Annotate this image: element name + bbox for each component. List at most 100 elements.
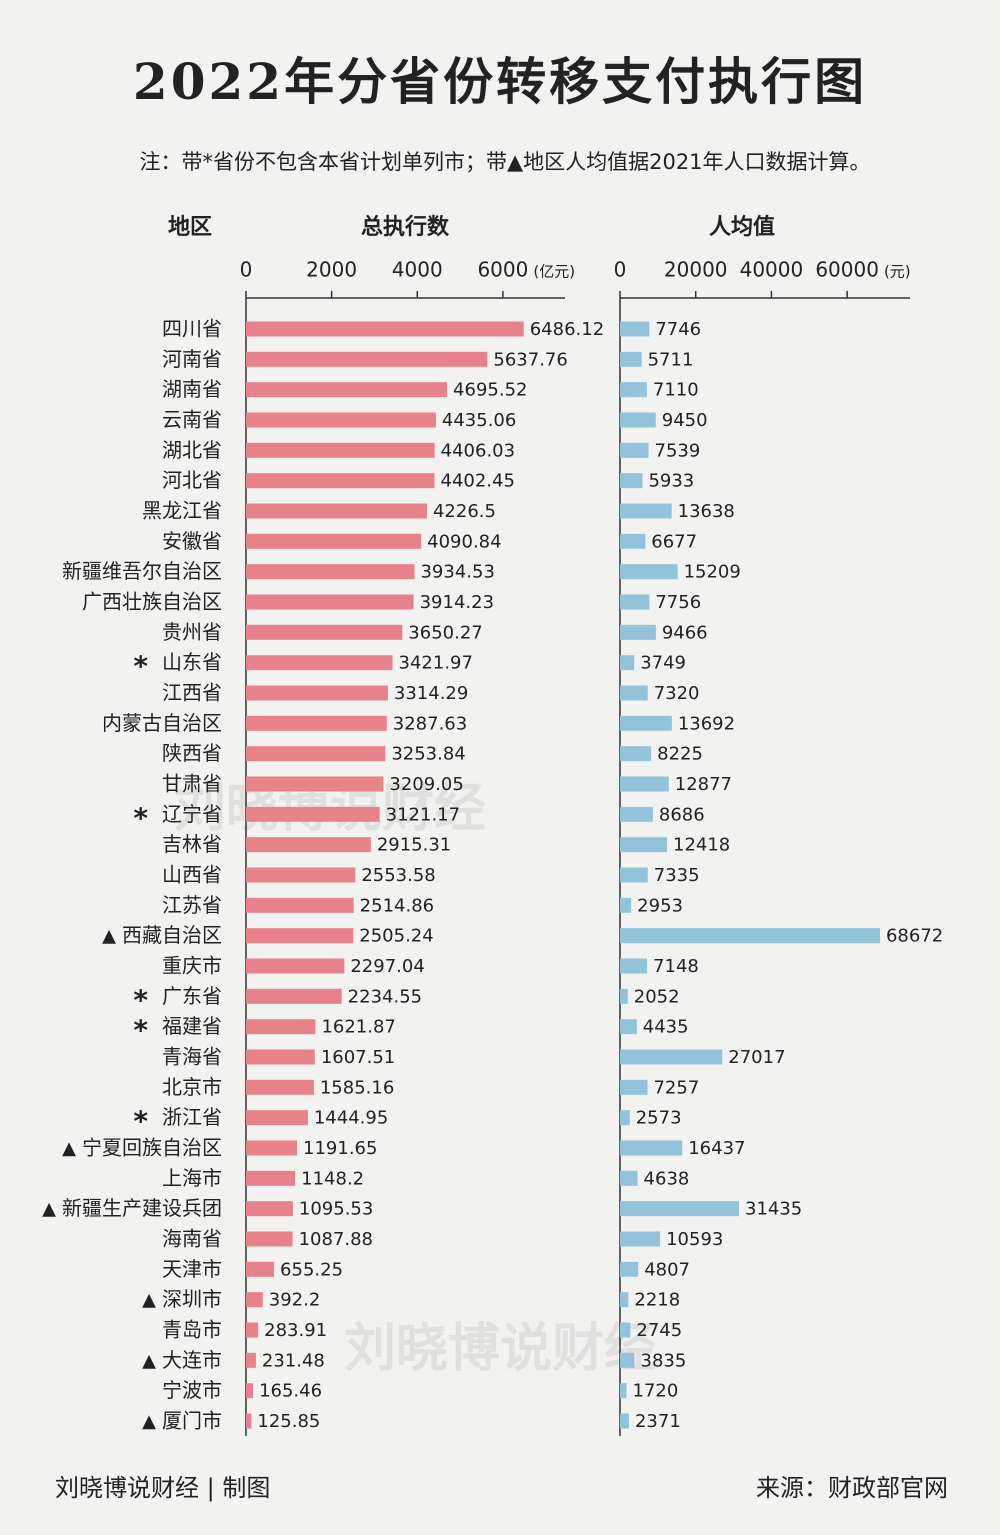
bar: [620, 1261, 639, 1277]
category-label: 宁夏回族自治区: [82, 1136, 222, 1160]
value-label: 1095.53: [299, 1199, 373, 1220]
bar: [246, 867, 356, 883]
value-label: 13638: [678, 501, 735, 522]
value-label: 4807: [644, 1259, 690, 1280]
bar: [620, 503, 672, 519]
value-label: 9450: [662, 410, 708, 431]
bar: [246, 1140, 298, 1156]
bar: [246, 503, 427, 519]
value-label: 2234.55: [348, 986, 422, 1007]
category-label: 新疆生产建设兵团: [62, 1196, 222, 1220]
category-label: 江西省: [162, 681, 222, 705]
category-label: 海南省: [162, 1227, 222, 1251]
bar: [246, 473, 435, 489]
x-tick-label: 40000: [740, 258, 804, 282]
category-label: 河北省: [162, 468, 222, 492]
value-label: 2514.86: [360, 895, 434, 916]
bar: [246, 321, 524, 337]
value-label: 10593: [666, 1229, 723, 1250]
bar: [620, 594, 650, 610]
bar: [246, 594, 414, 610]
category-label: 西藏自治区: [122, 923, 222, 947]
bar: [620, 928, 880, 944]
value-label: 15209: [684, 562, 741, 583]
bar: [620, 958, 648, 974]
bar: [246, 897, 354, 913]
category-header: 地区: [168, 215, 212, 240]
bar: [620, 988, 628, 1004]
bar: [246, 1049, 315, 1065]
bar: [246, 1110, 308, 1126]
category-marker: ▲: [142, 1290, 156, 1311]
category-marker: *: [133, 650, 148, 683]
panel-header: 人均值: [709, 214, 775, 240]
value-label: 392.2: [269, 1290, 321, 1311]
bar: [246, 624, 403, 640]
category-label: 云南省: [162, 408, 222, 432]
bar: [620, 776, 669, 792]
bar: [620, 867, 648, 883]
value-label: 3650.27: [408, 622, 482, 643]
bar: [246, 928, 354, 944]
category-label: 厦门市: [162, 1409, 222, 1433]
value-label: 4695.52: [453, 380, 527, 401]
category-label: 广东省: [162, 984, 222, 1008]
value-label: 31435: [745, 1199, 802, 1220]
bar: [246, 655, 393, 671]
value-label: 3421.97: [399, 653, 473, 674]
category-label: 北京市: [162, 1075, 222, 1099]
value-label: 7746: [655, 319, 701, 340]
bar: [620, 1413, 629, 1429]
value-label: 8225: [657, 744, 703, 765]
category-label: 新疆维吾尔自治区: [62, 559, 222, 583]
bar: [620, 321, 650, 337]
bar: [620, 442, 649, 458]
bar: [620, 624, 656, 640]
value-label: 3253.84: [391, 744, 465, 765]
value-label: 7320: [654, 683, 700, 704]
bar: [620, 1079, 648, 1095]
bar: [246, 806, 380, 822]
category-label: 贵州省: [162, 620, 222, 644]
category-label: 辽宁省: [162, 802, 222, 826]
value-label: 1148.2: [301, 1168, 364, 1189]
bar: [246, 442, 435, 458]
bar: [246, 837, 371, 853]
value-label: 6486.12: [530, 319, 604, 340]
value-label: 68672: [886, 926, 943, 947]
category-label: 重庆市: [162, 954, 222, 978]
value-label: 3835: [641, 1350, 687, 1371]
bar: [620, 1292, 629, 1308]
value-label: 12877: [675, 774, 732, 795]
value-label: 7110: [653, 380, 699, 401]
value-label: 3914.23: [420, 592, 494, 613]
category-label: 上海市: [162, 1166, 222, 1190]
bar: [620, 382, 647, 398]
value-label: 165.46: [259, 1381, 322, 1402]
value-label: 12418: [673, 835, 730, 856]
bar: [246, 685, 388, 701]
value-label: 7148: [653, 956, 699, 977]
bar: [620, 746, 652, 762]
value-label: 5711: [648, 349, 694, 370]
x-tick-label: 20000: [664, 258, 728, 282]
category-marker: ▲: [142, 1350, 156, 1371]
bar: [246, 1292, 263, 1308]
bar: [246, 351, 488, 367]
x-tick-label: 0: [614, 258, 627, 282]
bar: [620, 655, 635, 671]
category-label: 甘肃省: [162, 772, 222, 796]
value-label: 2297.04: [350, 956, 424, 977]
value-label: 7257: [653, 1077, 699, 1098]
value-label: 2218: [634, 1290, 680, 1311]
value-label: 16437: [688, 1138, 745, 1159]
category-label: 吉林省: [162, 832, 222, 856]
value-label: 3209.05: [389, 774, 463, 795]
bar: [620, 897, 632, 913]
value-label: 1585.16: [320, 1077, 394, 1098]
category-marker: *: [133, 801, 148, 834]
category-marker: ▲: [102, 926, 116, 947]
category-label: 青海省: [162, 1045, 222, 1069]
value-label: 4406.03: [441, 440, 515, 461]
